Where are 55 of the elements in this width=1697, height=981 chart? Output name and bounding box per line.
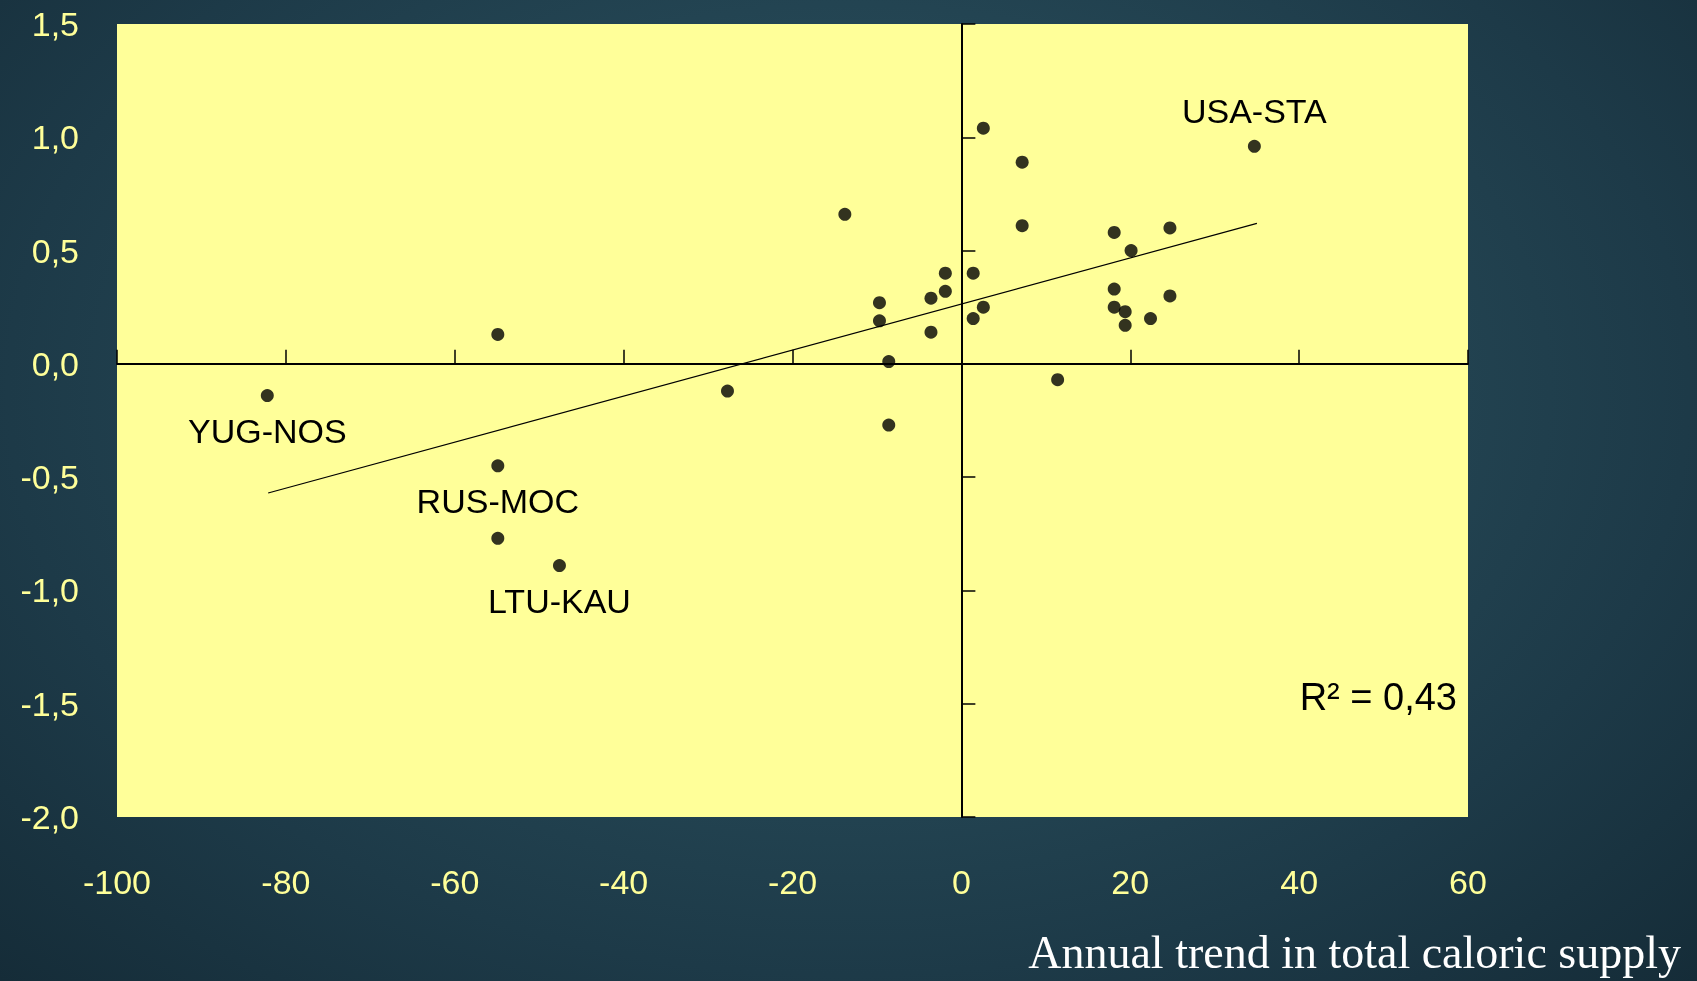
annotation: USA-STA	[1181, 92, 1328, 131]
point	[966, 266, 980, 280]
point	[491, 531, 505, 545]
x-tick-label: 0	[951, 863, 971, 901]
y-tick-label: -2,0	[20, 798, 79, 836]
point	[882, 355, 896, 369]
x-tick-label: 60	[1449, 863, 1487, 901]
x-tick-label: 20	[1111, 863, 1150, 901]
annotation: LTU-KAU	[487, 581, 631, 620]
point	[872, 314, 886, 328]
point	[938, 284, 952, 298]
point	[938, 266, 952, 280]
y-tick-label: 0,5	[31, 231, 79, 270]
y-tick-label: -1,0	[20, 571, 79, 610]
point	[1144, 312, 1158, 326]
point	[1118, 318, 1132, 332]
point	[1124, 244, 1138, 258]
y-tick-label: 1,5	[31, 5, 79, 43]
y-tick-label: -0,5	[20, 458, 79, 497]
point	[721, 384, 734, 398]
x-tick-label: -60	[430, 863, 480, 901]
point	[1163, 221, 1177, 235]
point	[1015, 155, 1029, 169]
x-tick-label: -40	[599, 863, 649, 901]
x-tick-label: 40	[1280, 863, 1319, 901]
point	[1163, 289, 1177, 303]
point	[872, 296, 886, 310]
y-tick-label: -1,5	[20, 684, 79, 723]
point	[882, 418, 896, 432]
point	[976, 121, 990, 135]
point	[976, 300, 990, 314]
point	[1107, 282, 1121, 296]
x-tick-label: -80	[261, 863, 311, 901]
point	[1051, 373, 1065, 387]
x-tick-label: -20	[767, 863, 818, 901]
y-tick-label: 1,0	[31, 118, 79, 157]
point	[1015, 219, 1029, 233]
x-tick-label: -100	[82, 863, 152, 901]
x-axis-title: Annual trend in total caloric supply	[1028, 926, 1682, 978]
point	[966, 312, 980, 326]
point	[1107, 300, 1121, 314]
y-tick-label: 0,0	[31, 344, 79, 383]
point	[552, 559, 566, 572]
point	[1107, 225, 1121, 239]
annotation: RUS-MOC	[416, 481, 580, 520]
point	[924, 291, 938, 305]
point	[924, 325, 938, 339]
annotation: R² = 0,43	[1299, 676, 1458, 718]
point	[1247, 139, 1261, 153]
point	[260, 389, 274, 403]
point	[491, 459, 505, 473]
point	[838, 207, 852, 221]
point	[1118, 305, 1132, 319]
point	[491, 327, 505, 341]
annotation: YUG-NOS	[187, 411, 347, 450]
